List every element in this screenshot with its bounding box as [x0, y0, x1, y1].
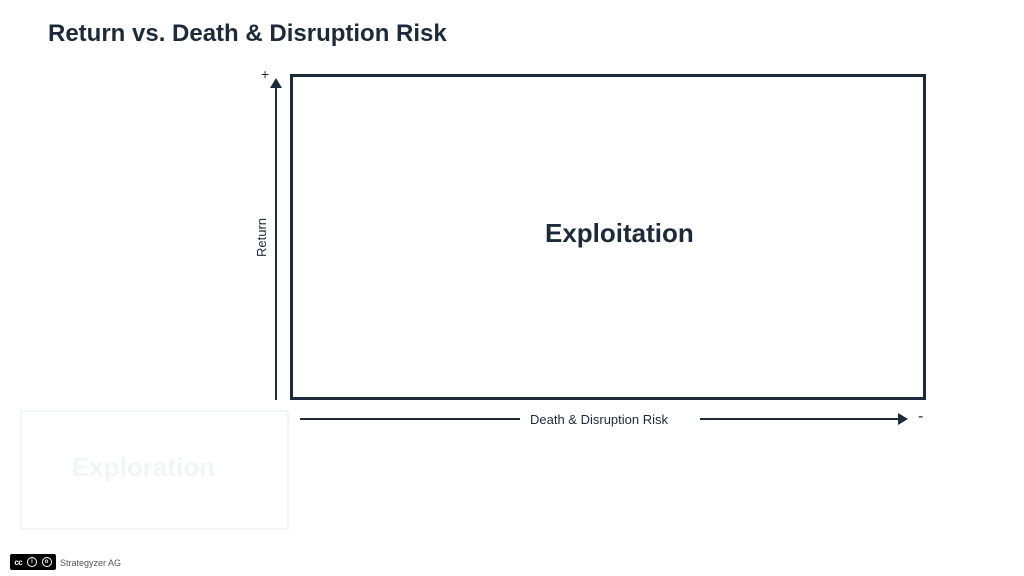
x-axis-line-left: [300, 418, 520, 420]
cc-license-badge: cc i o: [10, 554, 56, 570]
cc-by-icon: i: [27, 557, 37, 567]
y-axis-arrow: [270, 78, 282, 88]
x-axis-arrow: [898, 413, 908, 425]
exploitation-label: Exploitation: [545, 218, 694, 249]
attribution-text: Strategyzer AG: [60, 558, 121, 568]
page-title: Return vs. Death & Disruption Risk: [48, 20, 447, 48]
y-axis-line: [275, 86, 277, 400]
x-axis-line-right: [700, 418, 898, 420]
cc-sa-icon: o: [42, 557, 52, 567]
y-axis-plus: +: [261, 66, 269, 82]
x-axis-label: Death & Disruption Risk: [530, 412, 668, 427]
y-axis-label: Return: [254, 218, 269, 257]
x-axis-minus: -: [918, 408, 923, 426]
cc-text: cc: [14, 558, 22, 567]
exploration-label: Exploration: [72, 452, 215, 483]
